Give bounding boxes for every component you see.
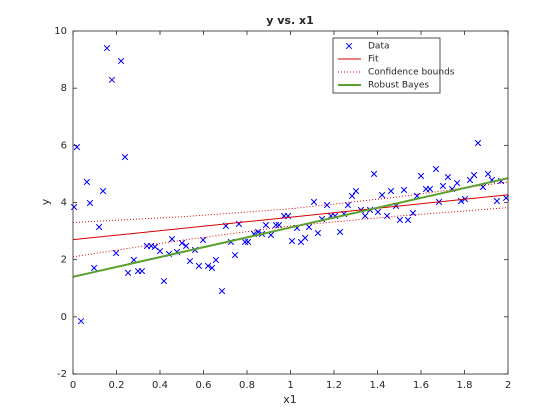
data-point xyxy=(400,186,408,194)
data-point xyxy=(108,76,116,84)
chart-title: y vs. x1 xyxy=(266,14,313,27)
x-tick-label: 1.4 xyxy=(370,380,386,391)
data-point xyxy=(314,229,322,237)
legend-label: Robust Bayes xyxy=(368,81,429,91)
data-point xyxy=(275,221,283,229)
legend-label: Data xyxy=(368,42,390,52)
data-point xyxy=(160,277,168,285)
x-tick-label: 1 xyxy=(287,380,293,391)
data-point xyxy=(344,201,352,209)
data-point xyxy=(370,170,378,178)
x-tick-label: 0.4 xyxy=(152,380,168,391)
data-point xyxy=(493,197,501,205)
data-point xyxy=(70,203,78,211)
data-point xyxy=(212,256,220,264)
data-point xyxy=(112,249,120,257)
data-point xyxy=(218,287,226,295)
data-point xyxy=(77,317,85,325)
x-tick-label: 1.8 xyxy=(457,380,473,391)
data-point xyxy=(195,262,203,270)
data-point xyxy=(310,198,318,206)
series-line xyxy=(72,207,509,258)
data-point xyxy=(474,139,482,147)
data-point xyxy=(301,234,309,242)
data-point xyxy=(417,172,425,180)
x-tick-label: 1.6 xyxy=(413,380,429,391)
data-point xyxy=(453,179,461,187)
y-tick-label: 8 xyxy=(61,83,67,94)
y-tick-label: 10 xyxy=(54,26,67,37)
data-point xyxy=(99,187,107,195)
data-point xyxy=(244,238,252,246)
y-tick-label: 2 xyxy=(61,255,67,266)
data-point xyxy=(178,239,186,247)
data-point xyxy=(404,216,412,224)
x-tick-label: 0.8 xyxy=(239,380,255,391)
data-point xyxy=(83,178,91,186)
data-point xyxy=(439,182,447,190)
x-tick-label: 2 xyxy=(505,380,511,391)
data-point xyxy=(387,187,395,195)
data-point xyxy=(121,153,129,161)
data-point xyxy=(484,170,492,178)
data-point xyxy=(124,269,132,276)
series-line xyxy=(72,177,509,278)
data-point xyxy=(444,173,452,181)
data-point xyxy=(336,228,344,236)
data-point xyxy=(103,44,111,52)
data-point xyxy=(156,247,164,255)
data-point xyxy=(352,187,360,195)
data-point xyxy=(396,216,404,224)
legend-label: Confidence bounds xyxy=(368,68,455,78)
data-point xyxy=(288,237,296,245)
y-tick-label: 0 xyxy=(61,312,67,323)
x-tick-label: 0.6 xyxy=(196,380,212,391)
data-point xyxy=(86,199,94,207)
data-point xyxy=(95,223,103,231)
data-point xyxy=(409,209,417,217)
data-point xyxy=(182,242,190,250)
data-point xyxy=(426,185,434,193)
data-point xyxy=(348,192,356,200)
x-tick-label: 1.2 xyxy=(326,380,342,391)
y-tick-label: 4 xyxy=(61,198,67,209)
data-point xyxy=(323,201,331,209)
data-point xyxy=(117,57,125,65)
series-line xyxy=(72,181,509,224)
data-point xyxy=(361,212,369,220)
data-point xyxy=(466,176,474,184)
plot-area xyxy=(73,31,508,374)
x-tick-label: 0 xyxy=(70,380,76,391)
data-point xyxy=(208,264,216,272)
legend-marker xyxy=(345,42,353,50)
data-point xyxy=(186,257,194,265)
data-point xyxy=(305,223,313,231)
data-point xyxy=(204,262,212,270)
data-point xyxy=(383,212,391,220)
x-tick-label: 0.2 xyxy=(109,380,125,391)
y-tick-label: 6 xyxy=(61,140,67,151)
data-point xyxy=(262,221,270,229)
data-point xyxy=(138,267,146,275)
data-point xyxy=(470,171,478,179)
data-point xyxy=(432,165,440,173)
y-tick-label: -2 xyxy=(57,369,67,380)
y-axis-label: y xyxy=(39,198,52,205)
data-point xyxy=(378,191,386,199)
data-point xyxy=(374,208,382,216)
legend-label: Fit xyxy=(368,55,379,65)
data-point xyxy=(231,251,239,259)
x-axis-label: x1 xyxy=(283,393,297,406)
data-point xyxy=(90,264,98,272)
series-line xyxy=(72,194,509,241)
